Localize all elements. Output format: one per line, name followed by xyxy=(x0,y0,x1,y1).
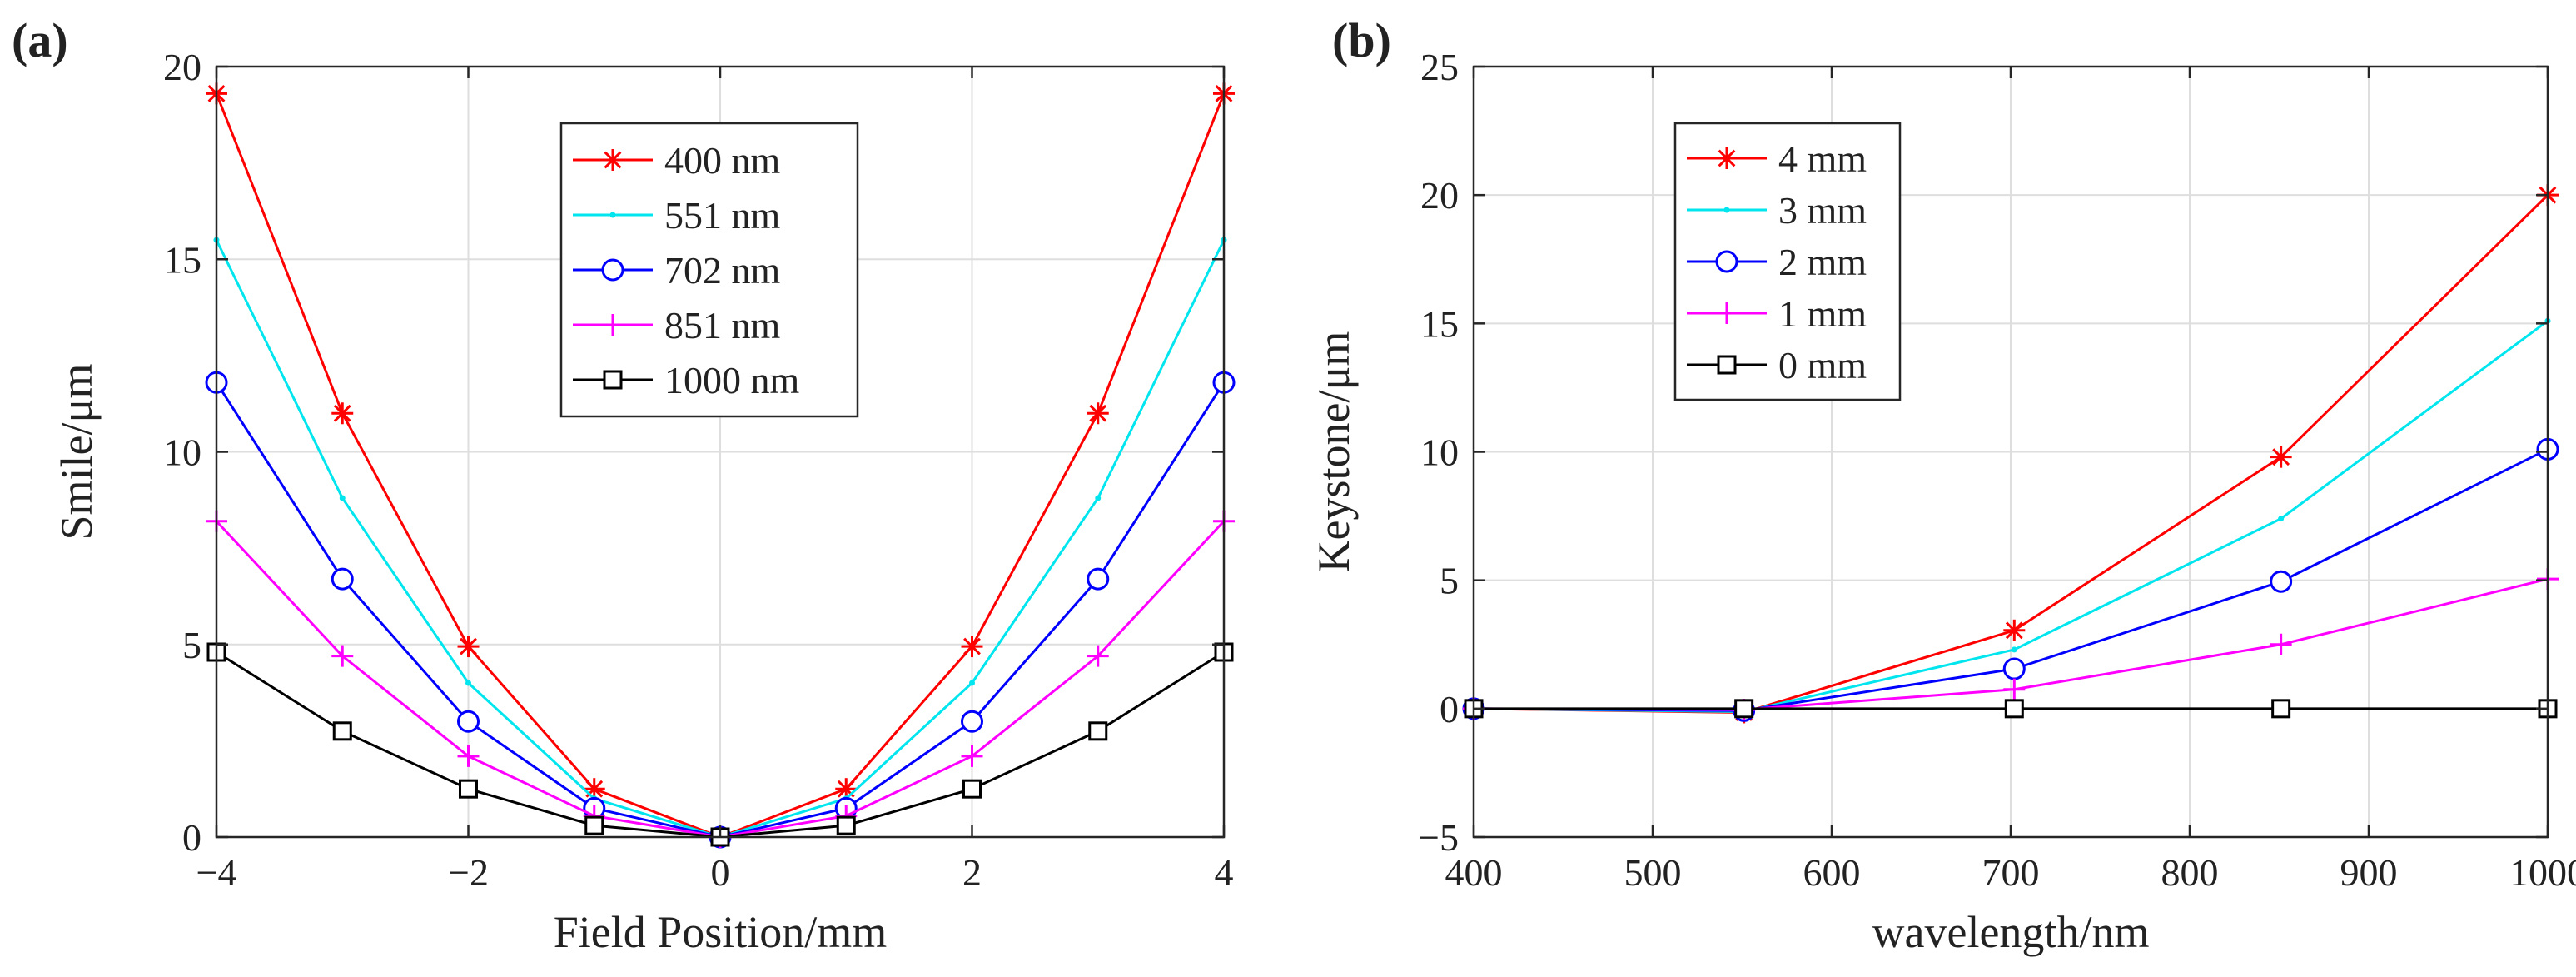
chart-1-xtick-label-5: 900 xyxy=(2340,851,2398,894)
chart-1-legend-label-3: 1 mm xyxy=(1778,292,1867,335)
chart-0-series-1-point-1 xyxy=(339,495,346,501)
chart-1-legend-label-2: 2 mm xyxy=(1778,241,1867,283)
chart-0-series-4-point-6 xyxy=(962,779,982,799)
chart-0-series-4-point-5 xyxy=(836,815,856,835)
chart-1-legend: 4 mm 3 mm 2 mm 1 mm 0 mm xyxy=(1673,122,1902,401)
chart-1-ytick-label-0: −5 xyxy=(1418,816,1459,859)
chart-1-legend-marker-4 xyxy=(1717,355,1737,375)
chart-1-legend-label-1: 3 mm xyxy=(1778,189,1867,232)
chart-1-series-0-point-3 xyxy=(2270,446,2292,468)
chart-1-ytick-label-4: 15 xyxy=(1420,302,1459,345)
chart-1-ytick-label-1: 0 xyxy=(1440,688,1459,730)
chart-1-ytick-label-3: 10 xyxy=(1420,431,1459,474)
chart-1-series-2-point-3 xyxy=(2270,570,2293,593)
chart-0-legend-marker-3 xyxy=(602,314,624,336)
chart-0-xtick-label-4: 4 xyxy=(1215,851,1234,894)
chart-0-xtick-label-2: 0 xyxy=(711,851,730,894)
chart-0-legend-label-2: 702 nm xyxy=(664,249,781,292)
chart-1-series-3-point-2 xyxy=(2003,678,2026,700)
chart-0-series-0-point-2 xyxy=(457,636,480,658)
chart-0-series-2-point-1 xyxy=(331,567,354,591)
chart-1-legend-label-0: 4 mm xyxy=(1778,137,1867,180)
chart-1-panel-label: (b) xyxy=(1332,13,1391,67)
chart-0-xtick-label-3: 2 xyxy=(962,851,982,894)
chart-0-xtick-label-1: −2 xyxy=(448,851,489,894)
chart-1-legend-marker-1 xyxy=(1723,207,1730,213)
chart-0-series-3-point-7 xyxy=(1087,645,1109,667)
chart-1-xtick-label-3: 700 xyxy=(1982,851,2040,894)
chart-0-ytick-label-1: 5 xyxy=(182,624,201,666)
chart-0-series-0-point-1 xyxy=(331,402,354,425)
chart-0-series-1-point-7 xyxy=(1095,495,1102,501)
chart-0-ytick-label-0: 0 xyxy=(182,816,201,859)
chart-1-xtick-label-0: 400 xyxy=(1445,851,1503,894)
chart-1-ytick-label-2: 5 xyxy=(1440,560,1459,602)
chart-1-xtick-label-2: 600 xyxy=(1803,851,1861,894)
chart-1-series-1-point-3 xyxy=(2278,516,2285,522)
chart-0-ytick-label-3: 15 xyxy=(163,238,201,281)
chart-1-series-4-point-2 xyxy=(2004,699,2024,719)
chart-1-series-1-point-2 xyxy=(2011,646,2017,653)
chart-0-series-4-point-3 xyxy=(584,815,604,835)
chart-0-series-4-point-1 xyxy=(332,721,352,741)
chart-1-xtick-label-1: 500 xyxy=(1624,851,1682,894)
chart-0: −4 −2 0 2 4 0 5 10 15 20 Field Position/mm Smile/μm… xyxy=(12,13,1236,957)
chart-0-xlabel: Field Position/mm xyxy=(554,907,888,957)
chart-1-xtick-label-4: 800 xyxy=(2161,851,2219,894)
chart-1-series-2-point-2 xyxy=(2002,657,2026,680)
chart-1-ytick-label-6: 25 xyxy=(1420,46,1459,88)
chart-0-legend: 400 nm 551 nm 702 nm 851 nm 1000 nm xyxy=(559,122,859,418)
chart-1-ylabel: Keystone/μm xyxy=(1309,331,1359,573)
chart-0-series-1-point-6 xyxy=(969,680,975,686)
chart-0-ylabel: Smile/μm xyxy=(52,364,102,541)
chart-0-legend-marker-0 xyxy=(602,149,624,171)
chart-0-series-2-point-2 xyxy=(457,710,480,733)
chart-0-series-4-point-2 xyxy=(459,779,478,799)
chart-0-legend-label-1: 551 nm xyxy=(664,194,781,237)
chart-0-xtick-label-0: −4 xyxy=(196,851,237,894)
chart-1-series-4-point-1 xyxy=(1734,699,1754,719)
chart-1-xlabel: wavelength/nm xyxy=(1872,907,2150,957)
chart-0-series-3-point-1 xyxy=(331,645,354,667)
chart-0-ytick-label-2: 10 xyxy=(163,431,201,474)
chart-0-legend-label-4: 1000 nm xyxy=(664,359,800,401)
chart-1-series-4-point-3 xyxy=(2271,699,2291,719)
chart-1: 400 500 600 700 800 900 1000 −5 0 5 10 15 20 25 wavele… xyxy=(1309,13,2576,957)
chart-1-ytick-label-5: 20 xyxy=(1420,174,1459,217)
chart-0-legend-marker-2 xyxy=(601,258,624,282)
chart-0-legend-label-0: 400 nm xyxy=(664,139,781,182)
chart-0-legend-marker-4 xyxy=(603,370,623,390)
chart-0-series-0-point-7 xyxy=(1087,402,1109,425)
chart-0-series-3-point-2 xyxy=(457,745,480,767)
chart-1-series-0-point-2 xyxy=(2003,619,2026,641)
chart-0-series-1-point-2 xyxy=(465,680,471,686)
chart-0-series-0-point-3 xyxy=(583,778,605,800)
chart-0-legend-box xyxy=(559,122,859,418)
chart-0-series-2-point-6 xyxy=(961,710,983,733)
chart-1-series-3-point-3 xyxy=(2270,633,2292,655)
chart-1-legend-marker-2 xyxy=(1715,250,1738,273)
chart-1-legend-marker-0 xyxy=(1716,147,1738,169)
chart-0-ytick-label-4: 20 xyxy=(163,46,201,88)
chart-0-series-3-point-6 xyxy=(961,745,983,767)
chart-1-legend-label-4: 0 mm xyxy=(1778,344,1867,386)
chart-0-legend-label-3: 851 nm xyxy=(664,304,781,346)
chart-0-series-4-point-7 xyxy=(1088,721,1108,741)
chart-0-series-2-point-7 xyxy=(1087,567,1110,591)
chart-0-legend-marker-1 xyxy=(609,212,616,218)
chart-1-legend-marker-3 xyxy=(1716,302,1738,324)
chart-0-series-0-point-6 xyxy=(961,636,983,658)
chart-1-xtick-label-6: 1000 xyxy=(2509,851,2576,894)
chart-0-panel-label: (a) xyxy=(12,13,68,67)
